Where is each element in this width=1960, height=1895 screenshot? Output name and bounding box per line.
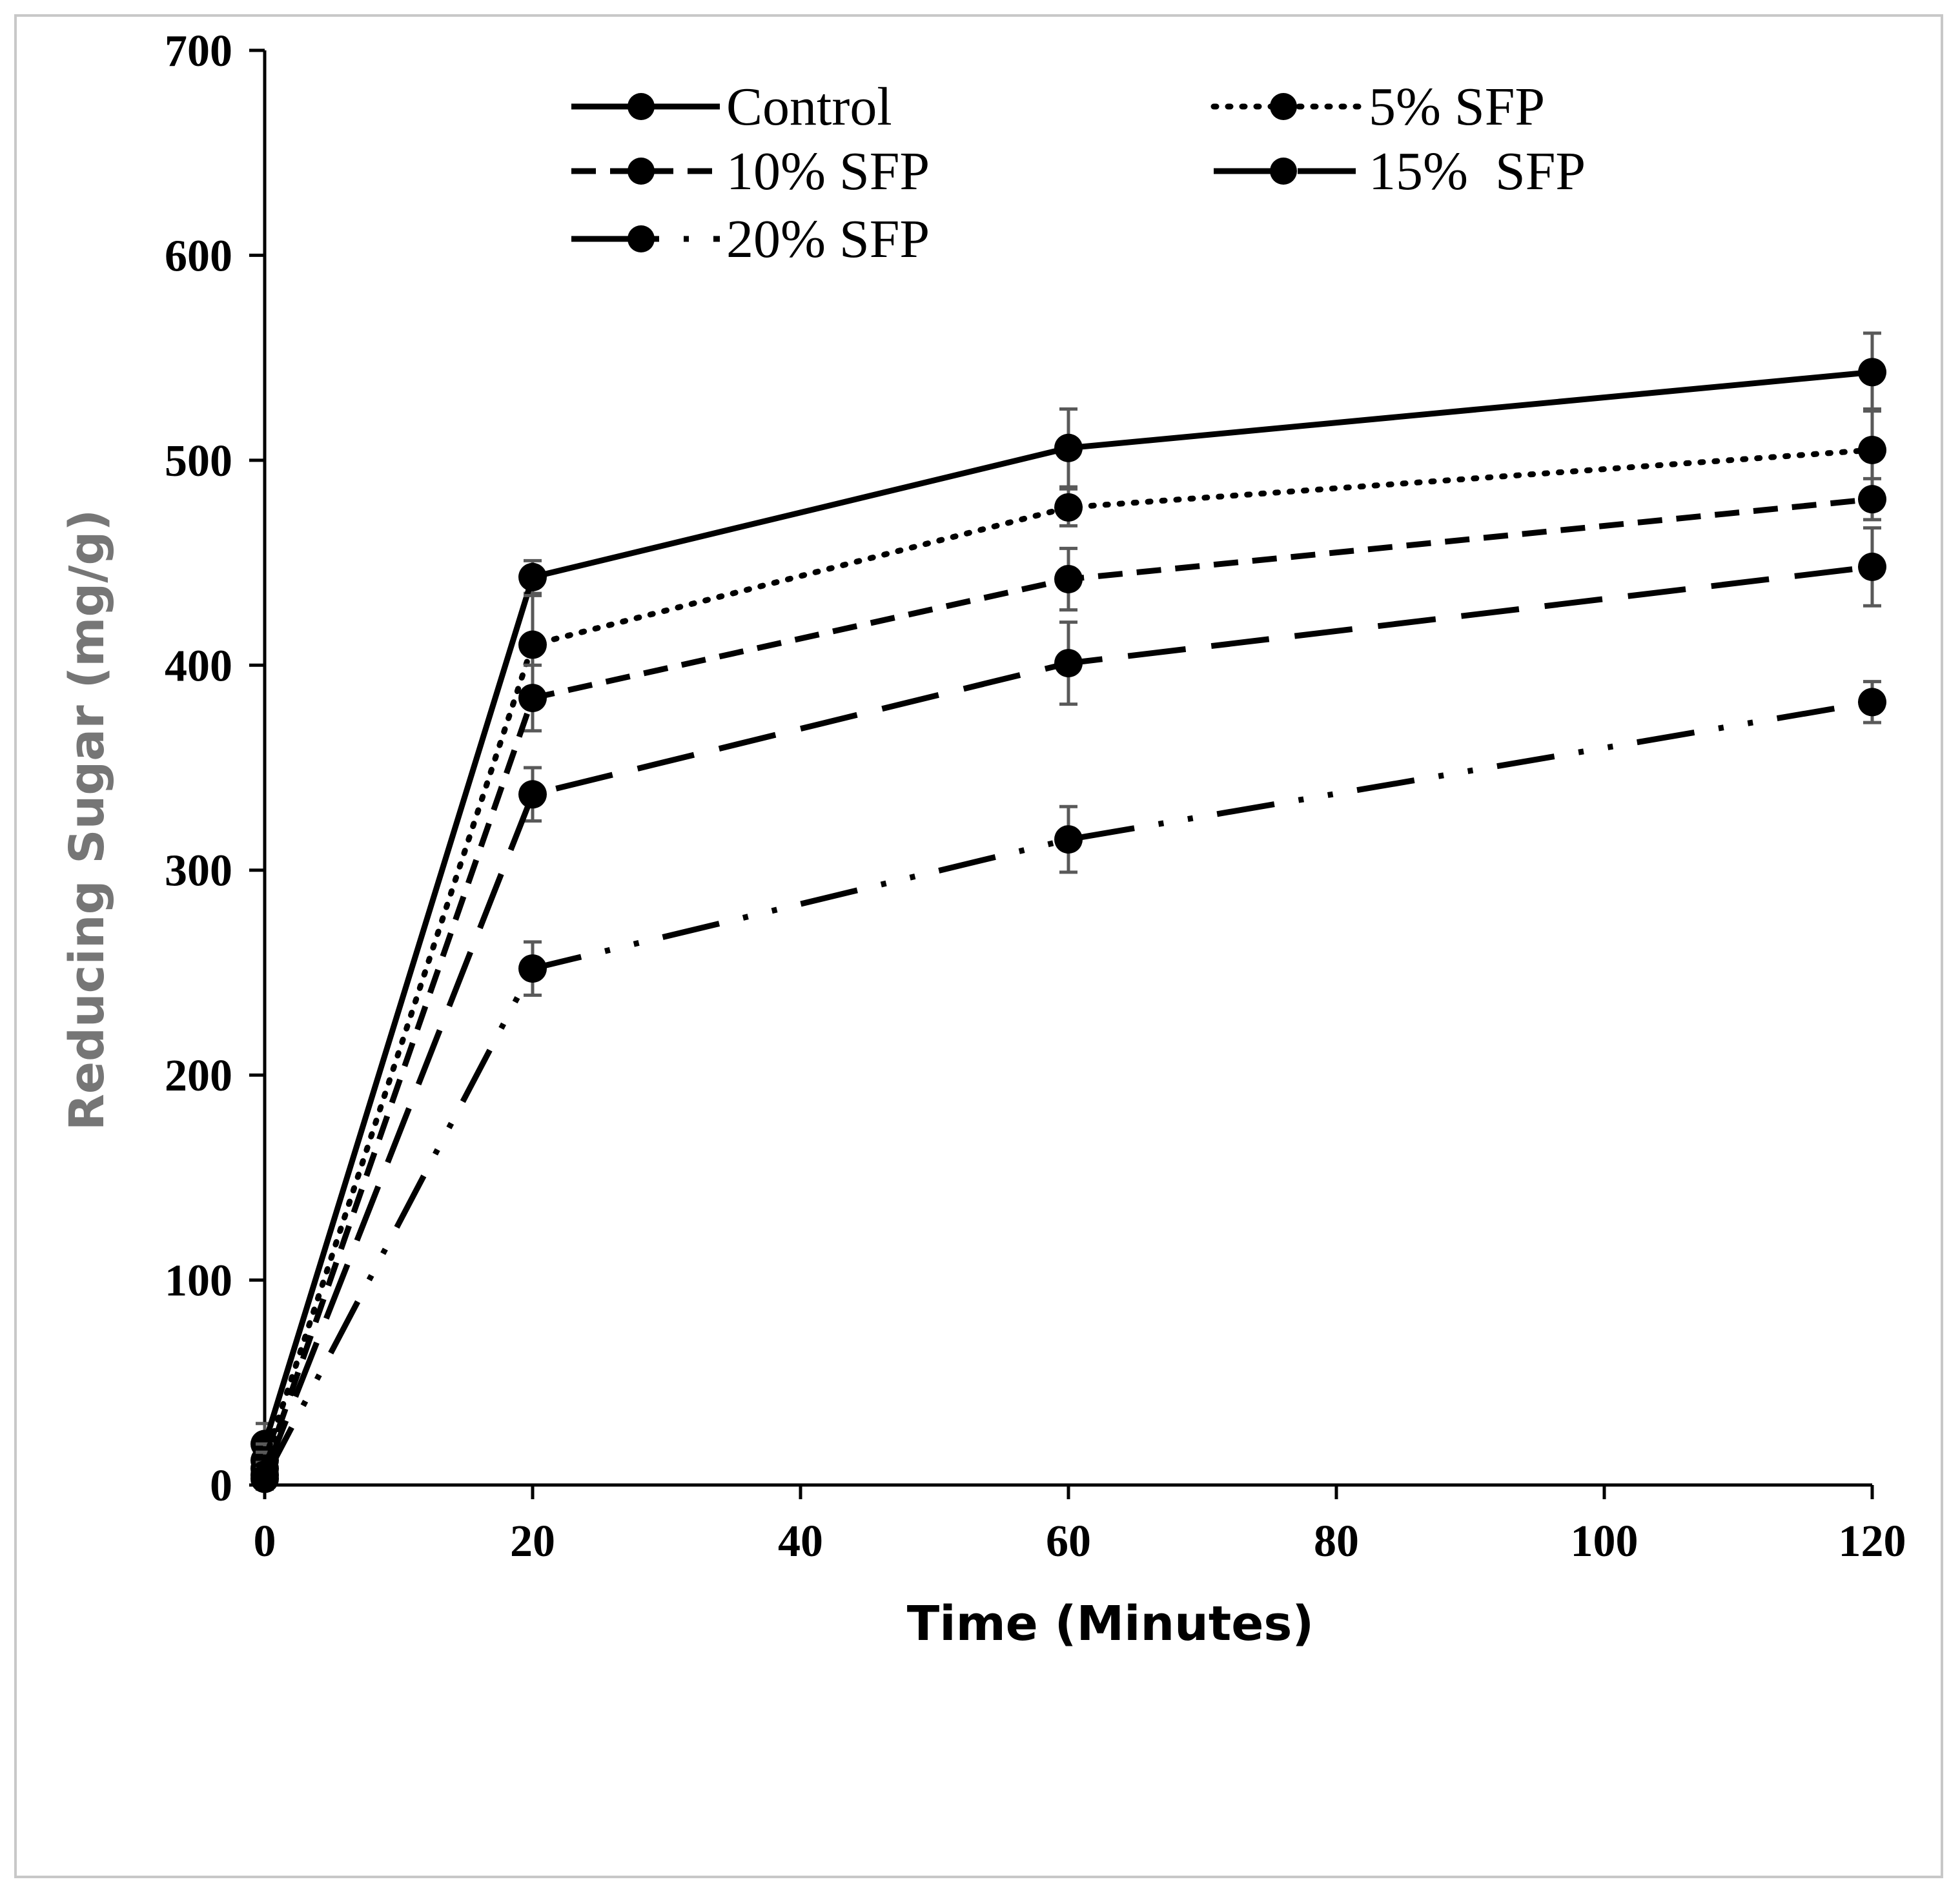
legend-marker bbox=[1270, 158, 1297, 185]
legend-marker bbox=[1270, 93, 1297, 120]
series-line bbox=[261, 369, 1873, 1445]
data-point bbox=[1858, 688, 1886, 717]
legend-marker bbox=[628, 158, 655, 185]
x-tick-label: 60 bbox=[1046, 1517, 1091, 1566]
x-tick-label: 100 bbox=[1571, 1517, 1638, 1566]
data-point bbox=[1054, 564, 1083, 593]
data-point bbox=[518, 630, 547, 659]
legend-marker bbox=[628, 93, 655, 120]
y-tick-label: 700 bbox=[165, 26, 232, 76]
y-axis-title: Reducing Sugar (mg/g) bbox=[59, 509, 115, 1131]
legend-entry: 10% SFP bbox=[571, 141, 930, 201]
series-line bbox=[261, 447, 1875, 1464]
x-tick-label: 40 bbox=[778, 1517, 823, 1566]
y-tick-label: 500 bbox=[165, 436, 232, 486]
data-point bbox=[518, 954, 547, 983]
series-5 bbox=[250, 680, 1886, 1493]
data-point bbox=[1858, 358, 1886, 387]
y-tick-label: 100 bbox=[165, 1256, 232, 1306]
legend-label: 5% SFP bbox=[1369, 77, 1545, 137]
data-point bbox=[1858, 485, 1886, 514]
figure-frame bbox=[14, 14, 1943, 1878]
legend-entry: 15% SFP bbox=[1214, 141, 1586, 201]
legend: Control 5% SFP 10% SFP 15% SFP 20% SFP bbox=[571, 77, 1586, 269]
data-point bbox=[518, 684, 547, 713]
axes: 0 100 200 300 400 500 600 700 0 20 40 60 80 100 120 bbox=[165, 26, 1906, 1566]
data-point bbox=[1858, 552, 1886, 581]
data-point bbox=[518, 562, 547, 591]
legend-entry: Control bbox=[571, 77, 892, 137]
x-ticks: 0 20 40 60 80 100 120 bbox=[254, 1485, 1906, 1566]
legend-label: 10% SFP bbox=[726, 141, 930, 201]
data-point bbox=[1054, 825, 1083, 854]
series-layer bbox=[250, 331, 1886, 1493]
x-tick-label: 80 bbox=[1314, 1517, 1359, 1566]
legend-label: Control bbox=[726, 77, 892, 137]
data-point bbox=[1858, 435, 1886, 464]
y-tick-label: 200 bbox=[165, 1051, 232, 1101]
legend-entry: 20% SFP bbox=[571, 209, 930, 269]
x-tick-label: 20 bbox=[510, 1517, 555, 1566]
legend-label: 15% SFP bbox=[1369, 141, 1586, 201]
data-point bbox=[1054, 493, 1083, 522]
data-point bbox=[1054, 433, 1083, 462]
data-point bbox=[518, 780, 547, 809]
y-ticks: 0 100 200 300 400 500 600 700 bbox=[165, 26, 265, 1511]
x-tick-label: 0 bbox=[254, 1517, 276, 1566]
legend-label: 20% SFP bbox=[726, 209, 930, 269]
y-tick-label: 600 bbox=[165, 231, 232, 281]
series-4 bbox=[250, 526, 1886, 1490]
series-line bbox=[261, 496, 1873, 1470]
x-axis-title: Time (Minutes) bbox=[907, 1596, 1314, 1652]
legend-entry: 5% SFP bbox=[1210, 77, 1545, 137]
series-line bbox=[262, 699, 1873, 1480]
data-point bbox=[250, 1464, 279, 1493]
y-tick-label: 400 bbox=[165, 641, 232, 691]
y-tick-label: 0 bbox=[210, 1461, 232, 1511]
y-tick-label: 300 bbox=[165, 846, 232, 896]
x-tick-label: 120 bbox=[1839, 1517, 1906, 1566]
series-1 bbox=[250, 331, 1886, 1466]
series-line bbox=[261, 564, 1873, 1476]
data-point bbox=[1054, 649, 1083, 678]
legend-marker bbox=[628, 225, 655, 252]
